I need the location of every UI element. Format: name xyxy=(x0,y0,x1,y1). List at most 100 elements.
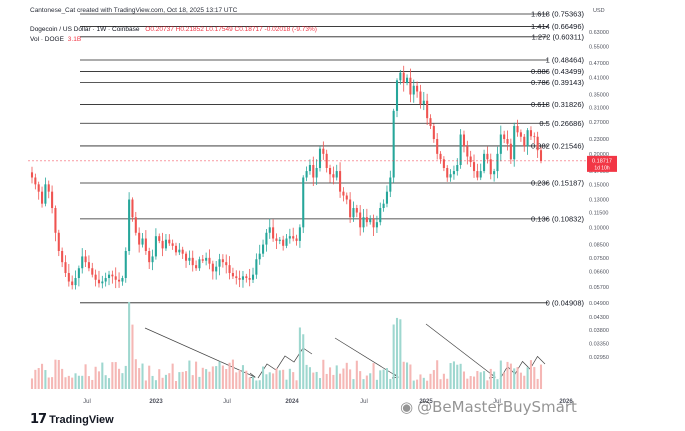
candle-body xyxy=(114,276,117,280)
candle-body xyxy=(208,257,211,264)
price-tick-label: 0.63000 xyxy=(589,30,609,36)
candle-body xyxy=(191,257,194,266)
volume-bar xyxy=(178,372,181,389)
candle-body xyxy=(375,222,378,228)
volume-bar xyxy=(328,367,332,389)
symbol-legend[interactable]: Dogecoin / US Dollar · 1W · Coinbase O0.… xyxy=(30,26,317,33)
candle-body xyxy=(429,118,432,127)
candle-body xyxy=(158,236,161,241)
volume-bar xyxy=(472,376,476,389)
volume-bar xyxy=(255,380,258,389)
trend-arrow-head xyxy=(248,372,256,379)
volume-bar xyxy=(442,373,445,389)
candle-body xyxy=(493,171,496,175)
candle-body xyxy=(278,239,281,241)
candle-body xyxy=(349,199,352,218)
candle-body xyxy=(466,146,469,157)
candle-body xyxy=(335,171,338,178)
candle-body xyxy=(392,110,395,178)
time-tick-label: Jul xyxy=(223,399,231,405)
volume-bar xyxy=(493,371,496,389)
candle-body xyxy=(539,150,543,161)
volume-bar xyxy=(141,363,144,389)
trend-arrow xyxy=(425,323,496,378)
candle-body xyxy=(328,167,332,175)
trend-annotations xyxy=(144,323,546,380)
volume-bar xyxy=(57,359,60,389)
candle-body xyxy=(131,199,134,218)
volume-bar xyxy=(262,366,265,389)
candle-body xyxy=(138,232,141,245)
price-tick-label: 0.10000 xyxy=(589,225,609,231)
candle-body xyxy=(339,171,342,192)
volume-bar xyxy=(215,366,218,389)
volume-bar xyxy=(221,365,224,389)
volume-bar xyxy=(355,360,358,389)
candle-body xyxy=(519,132,522,137)
candle-body xyxy=(185,253,188,261)
volume-bar xyxy=(295,380,298,389)
price-tick-label: 0.41000 xyxy=(589,76,609,82)
camera-icon: ◉ xyxy=(400,398,414,416)
volume-bar xyxy=(389,378,392,389)
volume-bar xyxy=(489,368,492,389)
volume-bar xyxy=(462,371,466,389)
candle-body xyxy=(151,256,154,263)
time-tick-label: 2024 xyxy=(285,399,299,405)
volume-bars xyxy=(30,301,543,389)
volume-bar xyxy=(67,375,70,389)
candle-body xyxy=(51,191,54,209)
price-tick-label: 0.06600 xyxy=(589,269,609,275)
volume-bar xyxy=(469,376,472,389)
volume-bar xyxy=(449,363,452,389)
candle-body xyxy=(201,259,204,261)
candle-body xyxy=(168,239,171,244)
candle-body xyxy=(215,266,218,272)
tradingview-logo[interactable]: 17 TradingView xyxy=(30,412,114,427)
candle-body xyxy=(74,278,77,286)
candle-body xyxy=(54,208,57,233)
candle-body xyxy=(399,72,402,81)
candle-body xyxy=(412,85,415,95)
candle-body xyxy=(389,177,392,192)
candle-body xyxy=(178,249,181,253)
candle-body xyxy=(298,227,301,241)
volume-bar xyxy=(509,363,512,389)
price-tick-label: 0.31000 xyxy=(589,105,609,111)
volume-bar xyxy=(268,372,271,389)
volume-bar xyxy=(523,375,526,389)
candle-body xyxy=(245,276,248,279)
volume-bar xyxy=(101,362,104,389)
candle-body xyxy=(67,273,70,282)
candle-body xyxy=(262,244,265,254)
candle-body xyxy=(134,217,137,233)
volume-bar xyxy=(171,363,174,389)
volume-bar xyxy=(138,368,141,389)
candle-body xyxy=(235,276,238,279)
trend-arrow xyxy=(144,327,256,378)
volume-bar xyxy=(365,375,368,389)
candle-body xyxy=(419,91,422,105)
volume-bar xyxy=(81,375,84,389)
candle-body xyxy=(536,136,539,151)
fib-level-label: 0.236 (0.15187) xyxy=(531,179,584,188)
volume-legend[interactable]: Vol · DOGE 3.1B xyxy=(30,36,81,43)
candle-body xyxy=(318,148,322,168)
candle-body xyxy=(472,162,476,172)
volume-bar xyxy=(395,317,399,389)
volume-bar xyxy=(154,380,157,389)
volume-bar xyxy=(168,373,171,389)
volume-bar xyxy=(74,373,77,389)
volume-bar xyxy=(47,377,50,389)
candles xyxy=(30,65,543,290)
candle-body xyxy=(171,243,174,246)
price-axis: 0.63000 0.55000 0.47000 0.41000 0.35000 0.310… xyxy=(589,8,609,361)
candle-body xyxy=(513,126,516,160)
price-tick-label: 0.02950 xyxy=(589,355,609,361)
candle-body xyxy=(91,268,94,275)
volume-bar xyxy=(251,376,255,389)
candle-body xyxy=(442,159,445,168)
candle-body xyxy=(506,139,509,144)
volume-bar xyxy=(342,368,345,389)
